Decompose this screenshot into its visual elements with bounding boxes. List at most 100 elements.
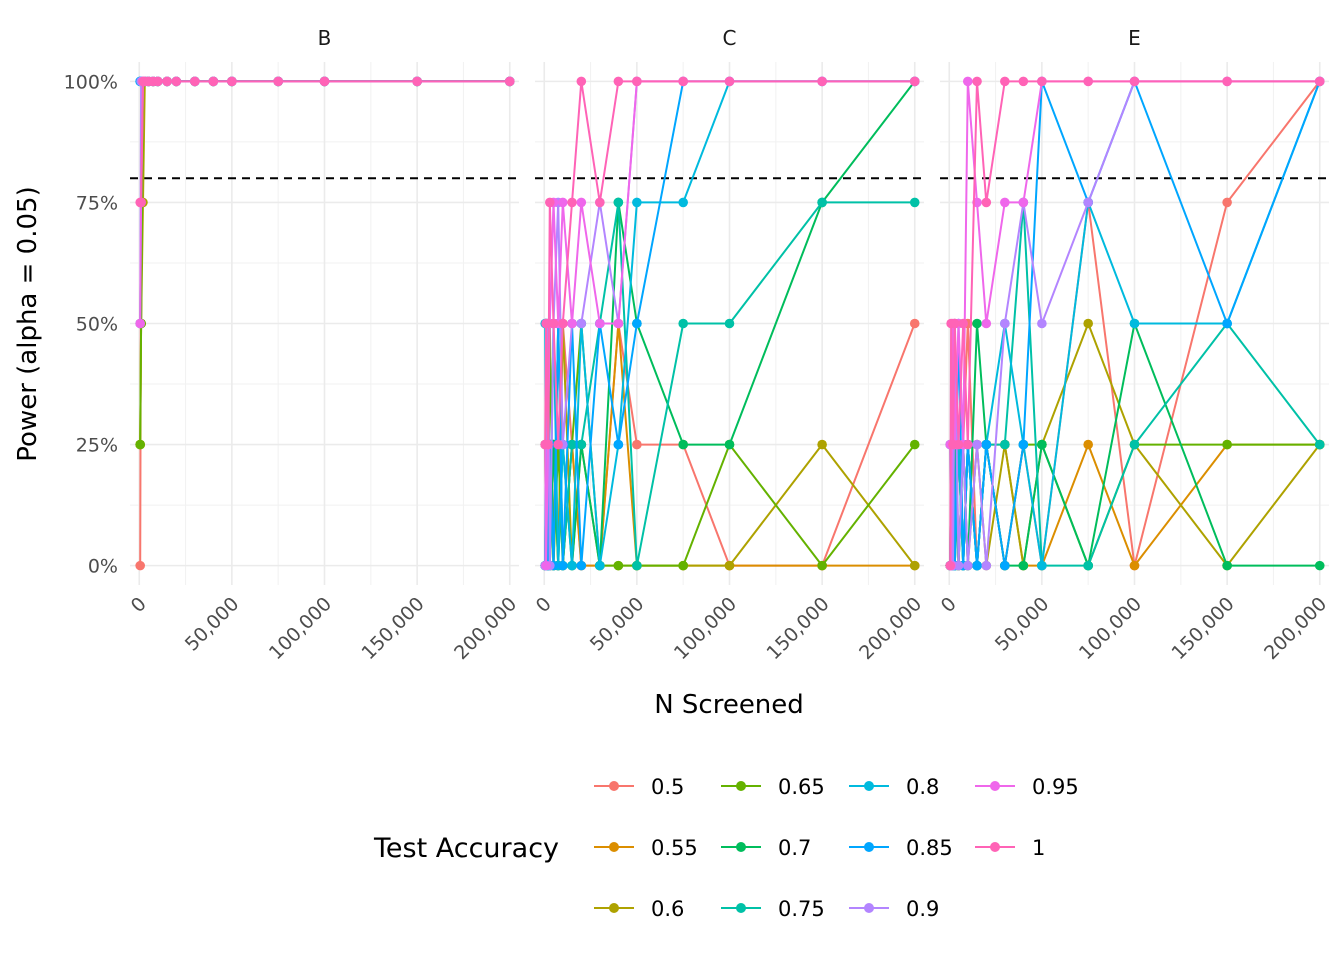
data-point xyxy=(981,197,992,208)
data-point xyxy=(1083,76,1093,87)
legend-key-point xyxy=(990,842,1000,852)
legend-key-point xyxy=(864,842,874,852)
series-1 xyxy=(945,76,1325,571)
data-point xyxy=(541,560,551,571)
data-point xyxy=(319,76,330,87)
panel-strip-label: E xyxy=(1128,26,1141,50)
x-tick-label: 0 xyxy=(532,593,556,617)
data-point xyxy=(1037,439,1047,450)
data-point xyxy=(1129,318,1140,329)
data-point xyxy=(1000,197,1010,208)
x-tick-label: 150,000 xyxy=(358,593,429,664)
series-1 xyxy=(540,76,920,450)
x-tick-label: 150,000 xyxy=(763,593,834,664)
data-point xyxy=(909,197,920,208)
legend-item: 0.7 xyxy=(721,836,811,860)
data-point xyxy=(273,76,283,87)
data-point xyxy=(1018,439,1029,450)
data-point xyxy=(678,76,688,87)
data-point xyxy=(1018,560,1029,571)
y-tick-label: 100% xyxy=(64,71,118,93)
y-axis-title: Power (alpha = 0.05) xyxy=(13,186,43,461)
y-tick-label: 50% xyxy=(76,314,118,336)
data-point xyxy=(1314,560,1325,571)
y-tick-label: 75% xyxy=(76,192,118,214)
data-point xyxy=(909,439,920,450)
data-point xyxy=(567,197,577,208)
legend-key-point xyxy=(736,842,746,852)
legend-label: 0.65 xyxy=(778,775,825,799)
panel-B: B 0 50,000 100,000 150,000 200,000 0% 25% 50% 75%… xyxy=(64,26,522,664)
legend-item: 0.9 xyxy=(849,897,939,921)
data-point xyxy=(548,318,559,329)
data-point xyxy=(958,318,968,329)
panel-strip-label: C xyxy=(723,26,737,50)
x-tick-label: 100,000 xyxy=(265,593,336,664)
data-point xyxy=(1083,560,1093,571)
legend-item: 0.8 xyxy=(849,775,939,799)
x-tick-label: 100,000 xyxy=(1075,593,1146,664)
data-point xyxy=(543,439,553,450)
data-point xyxy=(972,439,982,450)
data-point xyxy=(208,76,219,87)
data-point xyxy=(1000,76,1010,87)
data-point xyxy=(613,197,624,208)
data-point xyxy=(632,318,642,329)
data-point xyxy=(909,318,920,329)
legend-label: 0.5 xyxy=(651,775,684,799)
legend-key-point xyxy=(864,781,874,791)
data-point xyxy=(962,76,973,87)
data-point xyxy=(950,318,960,329)
data-point xyxy=(632,197,642,208)
data-point xyxy=(545,197,555,208)
legend-item: 0.75 xyxy=(721,897,825,921)
data-point xyxy=(981,560,992,571)
data-point xyxy=(678,439,688,450)
legend-key-point xyxy=(736,781,746,791)
y-tick-label: 0% xyxy=(88,556,118,578)
legend-label: 0.55 xyxy=(651,836,698,860)
data-point xyxy=(678,197,688,208)
data-point xyxy=(595,197,605,208)
data-point xyxy=(1037,318,1047,329)
legend-key-point xyxy=(609,903,619,913)
legend-item: 0.6 xyxy=(594,897,684,921)
data-point xyxy=(817,76,827,87)
data-point xyxy=(945,560,955,571)
panel-E: E 0 50,000 100,000 150,000 200,000 xyxy=(937,26,1332,664)
data-point xyxy=(1083,318,1093,329)
data-point xyxy=(595,318,605,329)
legend-item: 0.5 xyxy=(594,775,684,799)
data-point xyxy=(972,318,982,329)
legend-item: 0.85 xyxy=(849,836,953,860)
data-point xyxy=(162,76,172,87)
data-point xyxy=(909,560,920,571)
panels-layer: B 0 50,000 100,000 150,000 200,000 0% 25% 50% 75%… xyxy=(64,26,1332,664)
data-point xyxy=(576,197,587,208)
data-point xyxy=(953,439,964,450)
x-tick-label: 100,000 xyxy=(670,593,741,664)
series-1 xyxy=(135,76,515,208)
data-point xyxy=(632,439,642,450)
data-point xyxy=(412,76,422,87)
x-tick-label: 0 xyxy=(127,593,151,617)
legend-item: 0.95 xyxy=(975,775,1079,799)
data-point xyxy=(613,76,624,87)
data-point xyxy=(1083,439,1093,450)
panel-strip-label: B xyxy=(318,26,332,50)
x-tick-label: 0 xyxy=(937,593,961,617)
legend-label: 1 xyxy=(1032,836,1045,860)
data-point xyxy=(1083,197,1093,208)
data-point xyxy=(576,318,587,329)
data-point xyxy=(678,318,688,329)
legend-key-point xyxy=(990,781,1000,791)
legend-item: 0.55 xyxy=(594,836,698,860)
data-point xyxy=(576,439,587,450)
x-tick-label: 200,000 xyxy=(450,593,521,664)
data-point xyxy=(567,439,577,450)
data-point xyxy=(972,560,982,571)
legend-item: 0.65 xyxy=(721,775,825,799)
legend-title: Test Accuracy xyxy=(373,833,559,864)
data-point xyxy=(1222,560,1232,571)
